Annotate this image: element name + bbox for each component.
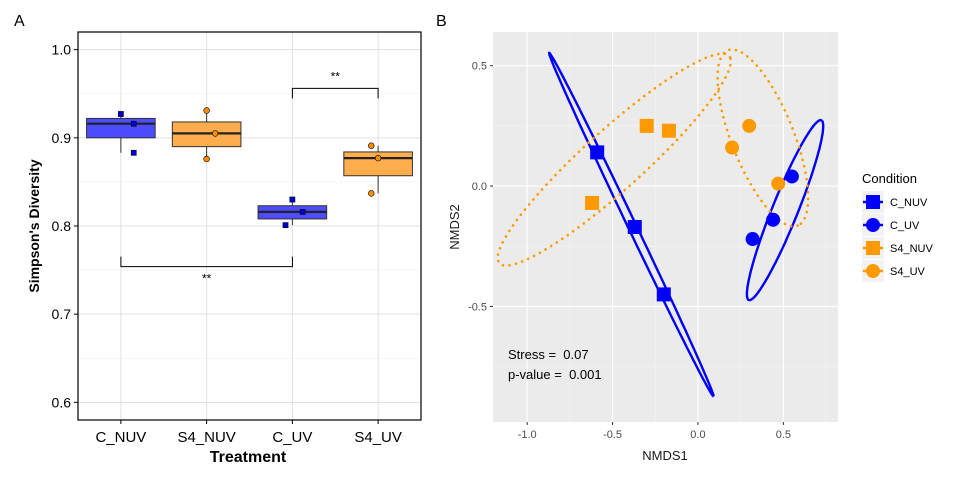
legend-square-marker <box>866 195 880 209</box>
point-s4-uv <box>725 140 740 155</box>
legend-label: C_NUV <box>890 197 928 209</box>
data-point <box>203 155 210 163</box>
panel-a-y-axis-title: Simpson's Diversity <box>26 159 42 292</box>
box-c-nuv <box>86 117 156 139</box>
panel-b-y-tick-label: 0.5 <box>472 61 487 73</box>
panel-b-y-axis-title: NMDS2 <box>447 204 462 250</box>
panel-a-boxes <box>86 107 413 228</box>
point-s4-nuv <box>585 195 600 210</box>
point-c-uv <box>766 212 781 227</box>
legend: Condition C_NUV C_UV S4_NUV S4_UV <box>862 171 933 282</box>
panel-b-plot-background <box>493 32 838 422</box>
point-s4-uv <box>742 118 757 133</box>
point-c-nuv <box>627 220 642 234</box>
legend-circle-marker <box>866 218 880 232</box>
point-c-nuv <box>590 145 605 160</box>
significance-bracket <box>291 87 379 99</box>
significance-label: ** <box>331 69 341 83</box>
panel-a-y-tick-label: 1.0 <box>52 42 72 58</box>
legend-square-marker <box>866 241 880 255</box>
panel-b-x-axis-title: NMDS1 <box>642 448 688 463</box>
ellipse-c-uv <box>745 118 825 302</box>
legend-circle-marker <box>866 264 880 278</box>
panel-a-significance-brackets: ** ** <box>120 69 379 286</box>
panel-a-gridlines <box>78 32 421 420</box>
point-c-uv <box>784 169 799 184</box>
panel-a-x-tick-label: C_NUV <box>95 429 146 446</box>
panel-a-y-axis: 0.6 0.7 0.8 0.9 1.0 <box>52 42 78 410</box>
panel-a-y-tick-label: 0.7 <box>52 306 72 322</box>
stress-annotation: Stress = 0.07 <box>508 347 589 362</box>
panel-b-y-axis: 0.5 0.0 -0.5 <box>468 61 493 313</box>
significance-label: ** <box>202 272 212 286</box>
panel-a-boxplot: A ** ** 0.6 0.7 0.8 0.9 1.0 C_NUV S4_NUV C_UV S4… <box>14 13 422 466</box>
panel-b-x-tick-label: 0.5 <box>776 429 791 441</box>
panel-a-x-tick-label: S4_NUV <box>177 429 235 446</box>
panel-a-y-tick-label: 0.8 <box>52 218 72 234</box>
point-c-nuv <box>656 287 671 302</box>
data-point <box>374 154 382 162</box>
data-point <box>289 196 296 203</box>
panel-b-x-axis: -1.0 -0.5 0.0 0.5 <box>518 422 791 441</box>
panel-a-label: A <box>14 13 25 30</box>
panel-b-ellipses <box>496 48 825 398</box>
panel-b-x-tick-label: 0.0 <box>690 429 705 441</box>
legend-label: S4_NUV <box>890 243 933 255</box>
panel-a-x-tick-label: C_UV <box>272 429 312 446</box>
data-point <box>203 107 210 114</box>
data-point <box>368 190 375 197</box>
data-point <box>130 149 137 156</box>
panel-a-y-tick-label: 0.6 <box>52 394 72 410</box>
panel-b-label: B <box>436 13 447 30</box>
legend-label: S4_UV <box>890 266 926 278</box>
data-point <box>368 142 375 149</box>
significance-bracket <box>120 256 293 268</box>
legend-title: Condition <box>862 171 917 186</box>
data-point <box>212 130 219 137</box>
data-point <box>282 222 289 228</box>
panel-b-x-tick-label: -1.0 <box>518 429 537 441</box>
panel-b-y-tick-label: 0.0 <box>472 181 487 193</box>
panel-a-y-tick-label: 0.9 <box>52 130 72 146</box>
data-point <box>299 209 306 215</box>
panel-b-y-tick-label: -0.5 <box>468 301 487 313</box>
point-c-uv <box>745 232 760 247</box>
panel-a-x-axis-title: Treatment <box>210 449 287 466</box>
ellipse-c-nuv <box>548 51 715 398</box>
ellipse-s4-nuv <box>496 52 733 267</box>
legend-label: C_UV <box>890 220 920 232</box>
data-point <box>130 120 137 127</box>
panel-a-x-tick-label: S4_UV <box>354 429 402 446</box>
p-value-annotation: p-value = 0.001 <box>508 367 602 382</box>
point-s4-uv <box>771 176 786 191</box>
point-s4-nuv <box>661 123 676 138</box>
data-point <box>118 111 124 117</box>
panel-b-x-tick-label: -0.5 <box>603 429 622 441</box>
panel-b-nmds: B 0.50.0-0.5 -1.0 -0.5 0.0 0.5 NMDS1 NMDS2 … <box>436 13 933 463</box>
point-s4-nuv <box>639 118 654 133</box>
panel-b-points <box>585 118 799 302</box>
panel-a-x-axis: C_NUV S4_NUV C_UV S4_UV <box>95 420 402 446</box>
